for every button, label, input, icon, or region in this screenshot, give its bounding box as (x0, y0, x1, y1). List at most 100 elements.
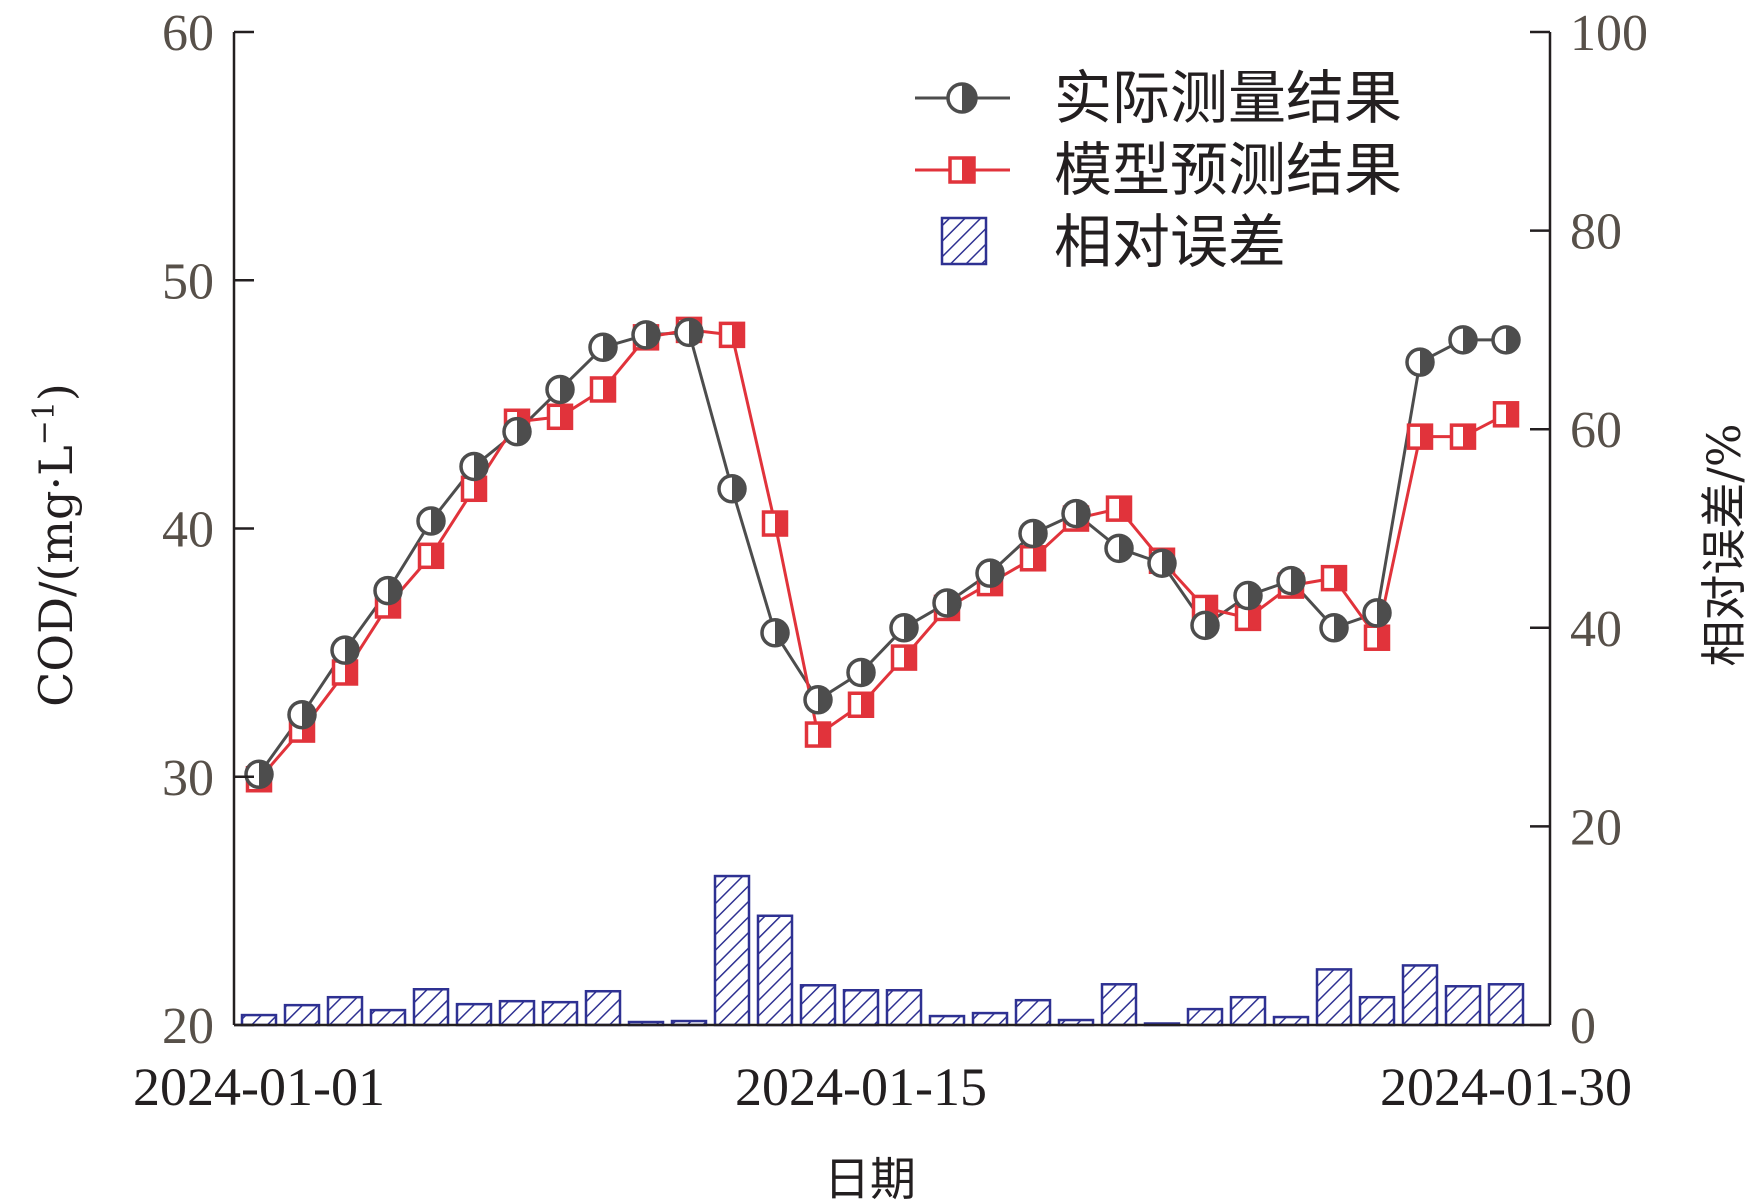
right-tick-label: 20 (1570, 799, 1622, 856)
error-bar (1014, 998, 1052, 1027)
predicted-marker (1406, 423, 1434, 450)
legend-actual-label: 实际测量结果 (1054, 64, 1402, 132)
predicted-marker (589, 376, 617, 403)
actual-marker (287, 699, 317, 730)
legend-pred-label: 模型预测结果 (1054, 136, 1402, 204)
predicted-marker (1492, 401, 1520, 428)
left-y-axis-title-sup: −1 (27, 401, 62, 445)
error-bar (756, 914, 794, 1027)
right-y-ticks: 0 20 40 60 80 100 (1530, 5, 1648, 1055)
error-bar (1487, 983, 1525, 1027)
predicted-marker (1449, 423, 1477, 450)
predicted-marker (1363, 624, 1391, 651)
actual-marker (674, 317, 704, 348)
error-bar (1186, 1007, 1224, 1027)
actual-line (257, 330, 1506, 776)
actual-marker (1319, 613, 1349, 643)
actual-marker (1491, 325, 1521, 355)
right-tick-label: 40 (1570, 601, 1622, 658)
predicted-marker (417, 542, 445, 570)
actual-marker (502, 416, 532, 447)
error-bar (541, 1000, 579, 1027)
predicted-marker (1320, 564, 1348, 592)
left-tick-label: 60 (162, 5, 214, 62)
error-bar (885, 988, 923, 1027)
legend-pred-symbol (948, 156, 976, 184)
actual-marker (373, 575, 403, 606)
error-bar (584, 989, 622, 1027)
error-bar (326, 995, 364, 1027)
left-y-ticks: 20 30 40 50 60 (162, 5, 254, 1055)
error-bar (1229, 995, 1267, 1027)
error-bar (412, 988, 450, 1027)
right-tick-label: 80 (1570, 204, 1622, 261)
relative-error-bars (240, 874, 1525, 1027)
actual-marker (1233, 580, 1263, 611)
error-bar (283, 1003, 321, 1027)
actual-marker (760, 618, 790, 648)
left-tick-label: 30 (162, 750, 214, 807)
error-bar (369, 1008, 407, 1027)
error-bar (1100, 983, 1138, 1027)
actual-marker (1190, 610, 1220, 641)
left-y-axis-title: COD/(mg·L−1) (27, 383, 83, 707)
actual-marker (1018, 518, 1048, 549)
left-tick-label: 40 (162, 502, 214, 559)
legend-error-label: 相对误差 (1054, 208, 1286, 276)
actual-marker (846, 657, 876, 688)
actual-marker (889, 613, 919, 643)
right-tick-label: 100 (1570, 5, 1648, 62)
x-tick-label: 2024-01-15 (735, 1057, 987, 1117)
actual-marker (459, 451, 489, 482)
actual-marker (416, 506, 446, 536)
error-bar (842, 988, 880, 1027)
actual-marker (545, 374, 575, 405)
x-ticks: 2024-01-01 2024-01-15 2024-01-30 (133, 1057, 1632, 1117)
actual-marker (1362, 598, 1392, 628)
legend-error-swatch (940, 216, 988, 266)
actual-marker (932, 588, 962, 618)
series-lines (257, 328, 1507, 781)
left-tick-label: 50 (162, 253, 214, 310)
left-y-axis-title-close: ) (29, 383, 83, 401)
actual-marker (1104, 533, 1134, 564)
error-bar (240, 1013, 278, 1027)
actual-marker (717, 474, 747, 504)
actual-marker (1147, 548, 1177, 579)
x-tick-label: 2024-01-30 (1380, 1057, 1632, 1117)
predicted-marker (890, 644, 918, 671)
actual-marker (975, 558, 1005, 588)
left-tick-label: 20 (162, 998, 214, 1055)
error-bar (1401, 964, 1439, 1027)
error-bar (1358, 995, 1396, 1027)
predicted-marker (804, 721, 832, 748)
error-bar (498, 999, 536, 1027)
error-bar (455, 1002, 493, 1027)
error-bar (799, 984, 837, 1027)
predicted-marker (847, 691, 875, 719)
legend-actual-symbol (946, 82, 978, 114)
right-tick-label: 60 (1570, 402, 1622, 459)
error-bar (928, 1014, 966, 1027)
actual-marker (803, 685, 833, 715)
right-y-axis-title: 相对误差/% (1697, 423, 1751, 666)
error-bar (713, 874, 751, 1027)
right-tick-label: 0 (1570, 998, 1596, 1055)
left-y-axis-title-main: COD/(mg·L (29, 445, 83, 706)
legend-actual-marker (946, 82, 978, 114)
error-bar (971, 1011, 1009, 1027)
error-bar (1444, 985, 1482, 1027)
series-markers (244, 316, 1521, 793)
predicted-marker (1019, 545, 1047, 572)
x-tick-label: 2024-01-01 (133, 1057, 385, 1117)
actual-marker (1061, 498, 1091, 529)
actual-marker (1276, 565, 1306, 596)
predicted-marker (546, 403, 574, 431)
actual-marker (588, 332, 618, 363)
predicted-marker (718, 321, 746, 349)
legend-pred-marker (948, 156, 976, 184)
predicted-marker (1105, 495, 1133, 522)
actual-marker (244, 759, 274, 790)
actual-marker (330, 635, 360, 665)
